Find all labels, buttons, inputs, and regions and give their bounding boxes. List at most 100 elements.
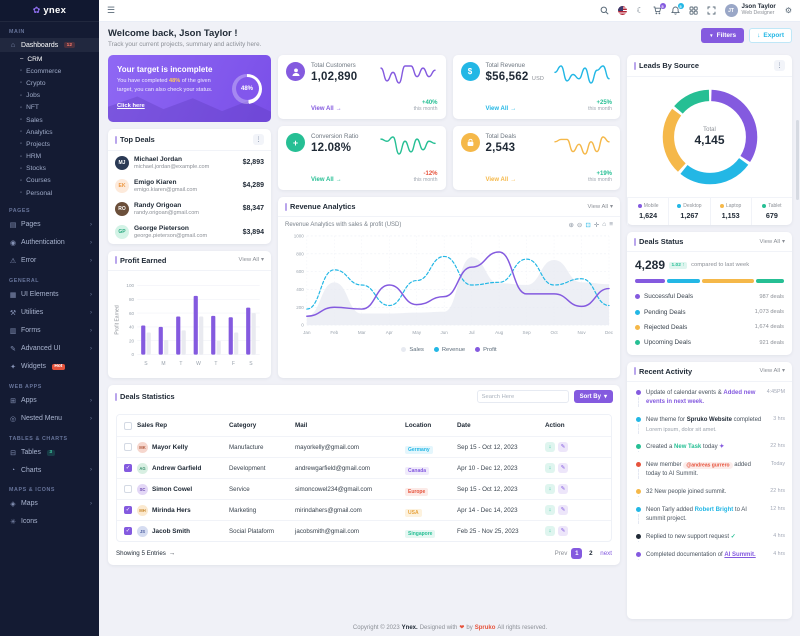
view-all-link[interactable]: View All →: [311, 106, 342, 112]
view-all-dropdown[interactable]: View All ▾: [759, 368, 786, 374]
sidebar-subitem[interactable]: ◦ Ecommerce: [0, 65, 99, 77]
sidebar-subitem[interactable]: ◦ Personal: [0, 187, 99, 199]
row-checkbox[interactable]: ✓: [124, 443, 132, 452]
pagination-prev[interactable]: Prev: [554, 550, 568, 558]
sidebar-subitem[interactable]: ◦ Courses: [0, 175, 99, 187]
table-row[interactable]: ✓ JS Jacob Smith Social Plataform jacobs…: [117, 520, 611, 541]
sidebar-item[interactable]: ⚠ Error ›: [0, 253, 99, 268]
sidebar-item[interactable]: ◉ Authentication ›: [0, 235, 99, 250]
sidebar-subitem[interactable]: ◦ Stocks: [0, 163, 99, 175]
table-row[interactable]: ✓ MH Mirinda Hers Marketing mirindahers@…: [117, 499, 611, 520]
sidebar-subitem[interactable]: ◦ HRM: [0, 151, 99, 163]
sidebar-item[interactable]: ⊞ Apps ›: [0, 393, 99, 408]
chart-toolbar-icon[interactable]: ≡: [609, 221, 613, 228]
sidebar-item[interactable]: ▥ Forms ›: [0, 323, 99, 338]
export-button[interactable]: ↓ Export: [749, 28, 792, 43]
row-checkbox[interactable]: ✓: [124, 485, 132, 494]
edit-action-button[interactable]: ✎: [558, 526, 568, 537]
chart-toolbar-icon[interactable]: ⌂: [602, 221, 607, 228]
user-menu[interactable]: JT Json Taylor Web Designer: [724, 3, 776, 17]
view-all-dropdown[interactable]: View All ▾: [238, 257, 265, 264]
sidebar-item[interactable]: ✳ Icons ›: [0, 514, 99, 529]
sidebar-subitem[interactable]: ◦ Projects: [0, 138, 99, 150]
table-row[interactable]: ✓ SC Simon Cowel Service simoncowel234@g…: [117, 478, 611, 499]
view-all-link[interactable]: View All →: [311, 177, 342, 183]
scrollbar[interactable]: [796, 120, 799, 200]
pagination-page[interactable]: 2: [589, 550, 593, 558]
select-all-checkbox[interactable]: [124, 421, 132, 430]
sidebar-item[interactable]: ▤ Pages ›: [0, 217, 99, 232]
table-row[interactable]: ✓ MK Mayor Kelly Manufacture mayorkelly@…: [117, 436, 611, 457]
language-flag-icon[interactable]: [618, 6, 628, 15]
edit-action-button[interactable]: ✎: [558, 463, 568, 474]
sidebar-item[interactable]: ◈ Maps ›: [0, 496, 99, 511]
sidebar-subitem[interactable]: – CRM: [0, 53, 99, 65]
chart-action-button[interactable]: ↓: [545, 526, 555, 537]
sidebar-item[interactable]: ⌂ Dashboards 12 ›: [0, 38, 99, 52]
cart-icon[interactable]: 5: [653, 3, 666, 15]
deal-list-item[interactable]: GP George Pieterson george.pieterson@gma…: [108, 221, 271, 244]
logo[interactable]: ✿ ynex: [0, 0, 99, 22]
dark-mode-moon-icon[interactable]: ☾: [636, 6, 644, 15]
hamburger-icon[interactable]: ☰: [107, 5, 116, 15]
activity-link[interactable]: AI Summit.: [724, 552, 756, 559]
apps-grid-icon[interactable]: [689, 6, 698, 15]
spruko-link[interactable]: Spruko: [474, 624, 496, 631]
sidebar-item[interactable]: ▦ UI Elements ›: [0, 287, 99, 302]
table-row[interactable]: ✓ AG Andrew Garfield Development andrewg…: [117, 457, 611, 478]
sidebar-subitem[interactable]: ◦ Jobs: [0, 90, 99, 102]
chart-action-button[interactable]: ↓: [545, 484, 555, 495]
chart-action-button[interactable]: ↓: [545, 505, 555, 516]
chart-action-button[interactable]: ↓: [545, 463, 555, 474]
view-all-dropdown[interactable]: View All ▾: [587, 203, 614, 210]
pagination-next[interactable]: next: [600, 550, 612, 558]
member-chip[interactable]: @andreas gurrero: [683, 461, 733, 469]
sidebar-item[interactable]: ✦ Widgets Hot ›: [0, 359, 99, 374]
view-all-link[interactable]: View All →: [485, 106, 517, 112]
legend-item[interactable]: Revenue: [433, 347, 465, 353]
activity-link[interactable]: Added new events in next week.: [646, 390, 756, 405]
sidebar-item[interactable]: ✎ Advanced UI ›: [0, 341, 99, 356]
notifications-bell-icon[interactable]: 5: [670, 3, 684, 15]
edit-action-button[interactable]: ✎: [558, 505, 568, 516]
settings-gear-icon[interactable]: ⚙: [784, 6, 792, 15]
sidebar-subitem[interactable]: ◦ NFT: [0, 102, 99, 114]
sidebar-item[interactable]: ◎ Nested Menu ›: [0, 411, 99, 426]
kebab-menu-icon[interactable]: ⋮: [774, 60, 785, 71]
sidebar-item[interactable]: ◔ Charts ›: [0, 463, 99, 477]
chart-toolbar-icon[interactable]: ✛: [593, 222, 600, 229]
deal-list-item[interactable]: MJ Michael Jordan michael.jordan@example…: [108, 151, 271, 174]
kebab-menu-icon[interactable]: ⋮: [253, 134, 264, 145]
search-icon[interactable]: [600, 6, 609, 15]
sidebar-subitem[interactable]: ◦ Analytics: [0, 126, 99, 138]
edit-action-button[interactable]: ✎: [558, 442, 568, 453]
pagination-page[interactable]: 1: [571, 548, 583, 560]
row-checkbox[interactable]: ✓: [124, 506, 132, 515]
filters-button[interactable]: ▼ Filters: [701, 28, 745, 43]
click-here-link[interactable]: Click here: [117, 102, 145, 109]
activity-link[interactable]: Spruko Website: [686, 417, 732, 423]
legend-item[interactable]: Sales: [401, 347, 424, 353]
sidebar-item[interactable]: ⚒ Utilities ›: [0, 305, 99, 320]
row-checkbox[interactable]: ✓: [124, 527, 132, 536]
sidebar-subitem[interactable]: ◦ Sales: [0, 114, 99, 126]
edit-action-button[interactable]: ✎: [558, 484, 568, 495]
sidebar-subitem[interactable]: ◦ Crypto: [0, 77, 99, 89]
chart-toolbar-icon[interactable]: ⊕: [568, 222, 574, 229]
sort-by-button[interactable]: Sort By ▾: [573, 390, 613, 404]
table-search-input[interactable]: [476, 390, 569, 404]
chart-toolbar-icon[interactable]: ⊖: [576, 222, 583, 229]
view-all-link[interactable]: View All →: [485, 177, 517, 183]
sidebar-item[interactable]: ⊟ Tables 3 ›: [0, 445, 99, 460]
deal-list-item[interactable]: RO Randy Origoan randy.origoan@gmail.com…: [108, 197, 271, 220]
row-checkbox[interactable]: ✓: [124, 464, 132, 473]
activity-link[interactable]: New Task: [674, 444, 702, 451]
activity-link[interactable]: Robert Bright: [694, 507, 734, 514]
view-all-dropdown[interactable]: View All ▾: [759, 238, 786, 245]
chevron-down-icon: ▾: [603, 394, 607, 401]
chart-toolbar-icon[interactable]: ⊡: [585, 222, 591, 229]
fullscreen-icon[interactable]: [707, 6, 716, 15]
chart-action-button[interactable]: ↓: [545, 442, 555, 453]
deal-list-item[interactable]: EK Emigo Kiaren emigo.kiaren@gmail.com $…: [108, 174, 271, 197]
legend-item[interactable]: Profit: [475, 347, 497, 353]
